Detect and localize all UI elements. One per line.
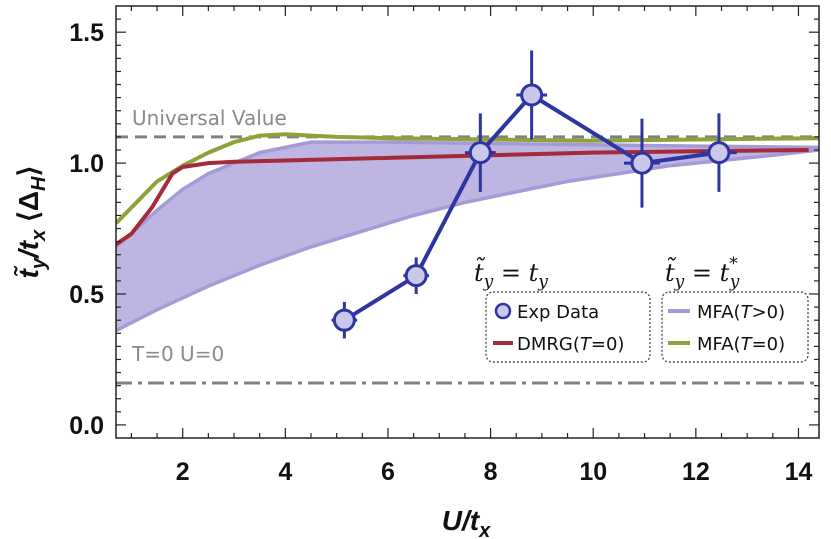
exp-data-line (343, 93, 720, 322)
exp-data-marker (520, 83, 544, 107)
legend: t̃y = ty t̃y = t* y Exp Data DMRG(T=0) MFA(T>… (474, 254, 809, 363)
legend-dmrg-label: DMRG(T=0) (517, 334, 624, 355)
exp-data-marker (332, 308, 356, 332)
exp-data-point (331, 301, 358, 339)
mfa-t-pos-lower-edge (116, 148, 819, 333)
exp-data-marker (404, 264, 428, 288)
exp-data-marker (630, 151, 654, 175)
exp-data-point (516, 50, 548, 140)
y-tick-label: 1.0 (69, 150, 104, 178)
y-axis-title: t̃y/tx ⟨ΔH⟩ (13, 166, 50, 279)
legend-mfa-zero-label: MFA(T=0) (697, 334, 785, 355)
legend-exp-marker (494, 302, 512, 320)
x-tick-label: 12 (682, 458, 710, 486)
y-tick-label: 1.5 (69, 19, 104, 47)
exp-data-point (464, 113, 496, 192)
exp-data-marker (468, 141, 492, 165)
exp-data-point (700, 113, 737, 192)
data-layer (116, 50, 819, 385)
x-tick-label: 4 (278, 458, 292, 486)
x-tick-label: 6 (381, 458, 395, 486)
legend-exp-label: Exp Data (517, 302, 599, 323)
mfa-t-pos-band (116, 142, 819, 331)
exp-data-marker (707, 141, 731, 165)
y-tick-label: 0.0 (69, 412, 104, 440)
universal-value-label: Universal Value (132, 106, 287, 130)
x-axis-title: U/tx (442, 505, 491, 539)
y-tick-label: 0.5 (69, 281, 104, 309)
legend-header-left: t̃y = ty (474, 256, 548, 292)
plot-frame (115, 5, 820, 439)
x-tick-label: 2 (176, 458, 190, 486)
legend-box-right (661, 291, 809, 363)
legend-header-right: t̃y = t* y (665, 254, 740, 292)
dmrg-line (116, 148, 809, 246)
mfa-t-pos-upper-edge (116, 140, 819, 249)
exp-data-point (403, 257, 430, 294)
x-tick-label: 14 (785, 458, 813, 486)
x-tick-label: 10 (579, 458, 607, 486)
x-tick-label: 8 (484, 458, 498, 486)
exp-data-point (624, 118, 660, 208)
t0-u0-label: T=0 U=0 (131, 342, 224, 366)
mfa-t-zero-line (116, 132, 819, 225)
legend-mfa-pos-label: MFA(T>0) (697, 302, 785, 323)
plot-layer: Universal Value T=0 U=0 2 4 6 8 10 12 14 0.0 0.5 1.… (13, 5, 820, 539)
legend-box-left (485, 291, 651, 363)
